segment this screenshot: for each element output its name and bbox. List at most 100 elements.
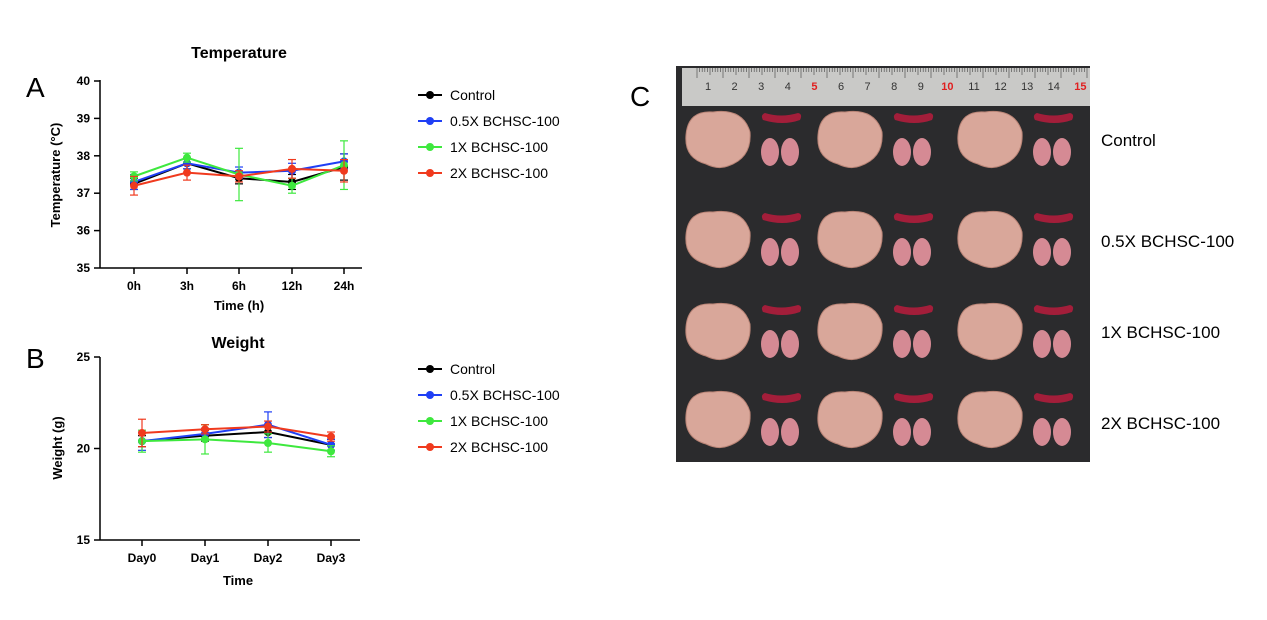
weight-data-point xyxy=(201,435,209,444)
kidney-left xyxy=(761,138,779,166)
kidney-right xyxy=(1053,418,1071,446)
temperature-x-tick-label: 0h xyxy=(127,279,141,293)
ruler-number: 5 xyxy=(811,81,817,93)
temperature-x-tick-label: 24h xyxy=(334,279,355,293)
liver xyxy=(817,210,883,269)
temperature-legend: Control 0.5X BCHSC-100 1X BCHSC-100 2X BCHS… xyxy=(418,87,560,181)
liver xyxy=(685,390,751,449)
weight-data-point xyxy=(138,428,146,437)
weight-data-point xyxy=(327,432,335,441)
panel-label-a: A xyxy=(26,72,45,103)
temperature-data-point xyxy=(340,166,348,175)
organ-set xyxy=(817,390,934,449)
organ-set xyxy=(817,110,934,169)
row-label-1x-bchsc-100: 1X BCHSC-100 xyxy=(1101,323,1220,342)
kidney-right xyxy=(913,138,931,166)
weight-y-axis-title: Weight (g) xyxy=(50,416,65,479)
temperature-legend-marker xyxy=(426,91,434,99)
spleen xyxy=(1033,393,1074,403)
temperature-legend-item: 1X BCHSC-100 xyxy=(418,139,548,155)
liver xyxy=(817,390,883,449)
liver xyxy=(957,110,1023,169)
spleen xyxy=(761,113,802,123)
weight-legend-item: 2X BCHSC-100 xyxy=(418,439,548,455)
liver xyxy=(685,210,751,269)
kidney-right xyxy=(1053,330,1071,358)
row-label-control: Control xyxy=(1101,131,1156,150)
temperature-y-tick-label: 39 xyxy=(77,111,91,125)
weight-legend-label: 1X BCHSC-100 xyxy=(450,413,548,429)
temperature-legend-item: 2X BCHSC-100 xyxy=(418,165,548,181)
weight-x-tick-label: Day3 xyxy=(317,551,346,565)
kidney-left xyxy=(761,330,779,358)
weight-data-point xyxy=(264,439,272,448)
ruler-number: 10 xyxy=(941,81,953,93)
photo-row-labels: Control 0.5X BCHSC-100 1X BCHSC-100 2X BCHS… xyxy=(1101,131,1234,433)
weight-y-tick-label: 15 xyxy=(77,533,91,547)
kidney-left xyxy=(893,330,911,358)
weight-data-point xyxy=(264,422,272,431)
liver xyxy=(957,210,1023,269)
weight-legend-marker xyxy=(426,443,434,451)
temperature-data-point xyxy=(288,181,296,190)
organ-set xyxy=(957,210,1074,269)
kidney-right xyxy=(913,330,931,358)
organ-set xyxy=(817,302,934,361)
temperature-y-tick-label: 40 xyxy=(77,74,91,88)
weight-y-tick-label: 25 xyxy=(77,350,91,364)
ruler-ticks xyxy=(696,68,1088,78)
organ-set xyxy=(685,302,802,361)
temperature-legend-label: 1X BCHSC-100 xyxy=(450,139,548,155)
ruler-number: 15 xyxy=(1074,81,1086,93)
weight-series-line xyxy=(141,423,332,446)
row-label-0-5x-bchsc-100: 0.5X BCHSC-100 xyxy=(1101,232,1234,251)
temperature-legend-item: 0.5X BCHSC-100 xyxy=(418,113,560,129)
weight-x-tick-label: Day0 xyxy=(128,551,157,565)
weight-legend-label: 2X BCHSC-100 xyxy=(450,439,548,455)
temperature-data-point xyxy=(235,172,243,181)
weight-legend-label: Control xyxy=(450,361,495,377)
temperature-legend-item: Control xyxy=(418,87,495,103)
spleen xyxy=(1033,113,1074,123)
weight-x-axis-title: Time xyxy=(223,573,253,588)
liver xyxy=(817,302,883,361)
organ-set xyxy=(685,210,802,269)
kidney-left xyxy=(893,418,911,446)
weight-chart-title: Weight xyxy=(211,335,265,352)
temperature-data-point xyxy=(288,164,296,173)
temperature-y-tick-label: 35 xyxy=(77,261,91,275)
weight-legend-marker xyxy=(426,391,434,399)
weight-data-point xyxy=(327,440,335,449)
ruler-number: 4 xyxy=(785,81,791,93)
temperature-legend-label: 2X BCHSC-100 xyxy=(450,165,548,181)
spleen xyxy=(893,213,934,223)
organ-set xyxy=(957,302,1074,361)
weight-y-tick-label: 20 xyxy=(77,442,91,456)
kidney-right xyxy=(781,330,799,358)
temperature-chart: Temperature Time (h) Temperature (°C) 35… xyxy=(48,45,362,313)
ruler-number: 2 xyxy=(732,81,738,93)
kidney-right xyxy=(913,238,931,266)
kidney-right xyxy=(781,238,799,266)
temperature-legend-label: 0.5X BCHSC-100 xyxy=(450,113,560,129)
organ-set xyxy=(685,110,802,169)
organ-set xyxy=(957,110,1074,169)
weight-legend-item: 1X BCHSC-100 xyxy=(418,413,548,429)
organ-set xyxy=(685,390,802,449)
kidney-left xyxy=(761,418,779,446)
spleen xyxy=(1033,305,1074,315)
weight-legend-item: Control xyxy=(418,361,495,377)
weight-legend-label: 0.5X BCHSC-100 xyxy=(450,387,560,403)
temperature-x-axis-title: Time (h) xyxy=(214,298,264,313)
temperature-x-tick-label: 12h xyxy=(282,279,303,293)
kidney-right xyxy=(781,138,799,166)
weight-legend-item: 0.5X BCHSC-100 xyxy=(418,387,560,403)
ruler-number: 12 xyxy=(994,81,1006,93)
temperature-data-point xyxy=(183,168,191,177)
spleen xyxy=(761,393,802,403)
weight-data-point xyxy=(201,425,209,434)
spleen xyxy=(1033,213,1074,223)
weight-series-2x-bchsc-100 xyxy=(138,418,335,448)
temperature-y-tick-label: 37 xyxy=(77,186,91,200)
